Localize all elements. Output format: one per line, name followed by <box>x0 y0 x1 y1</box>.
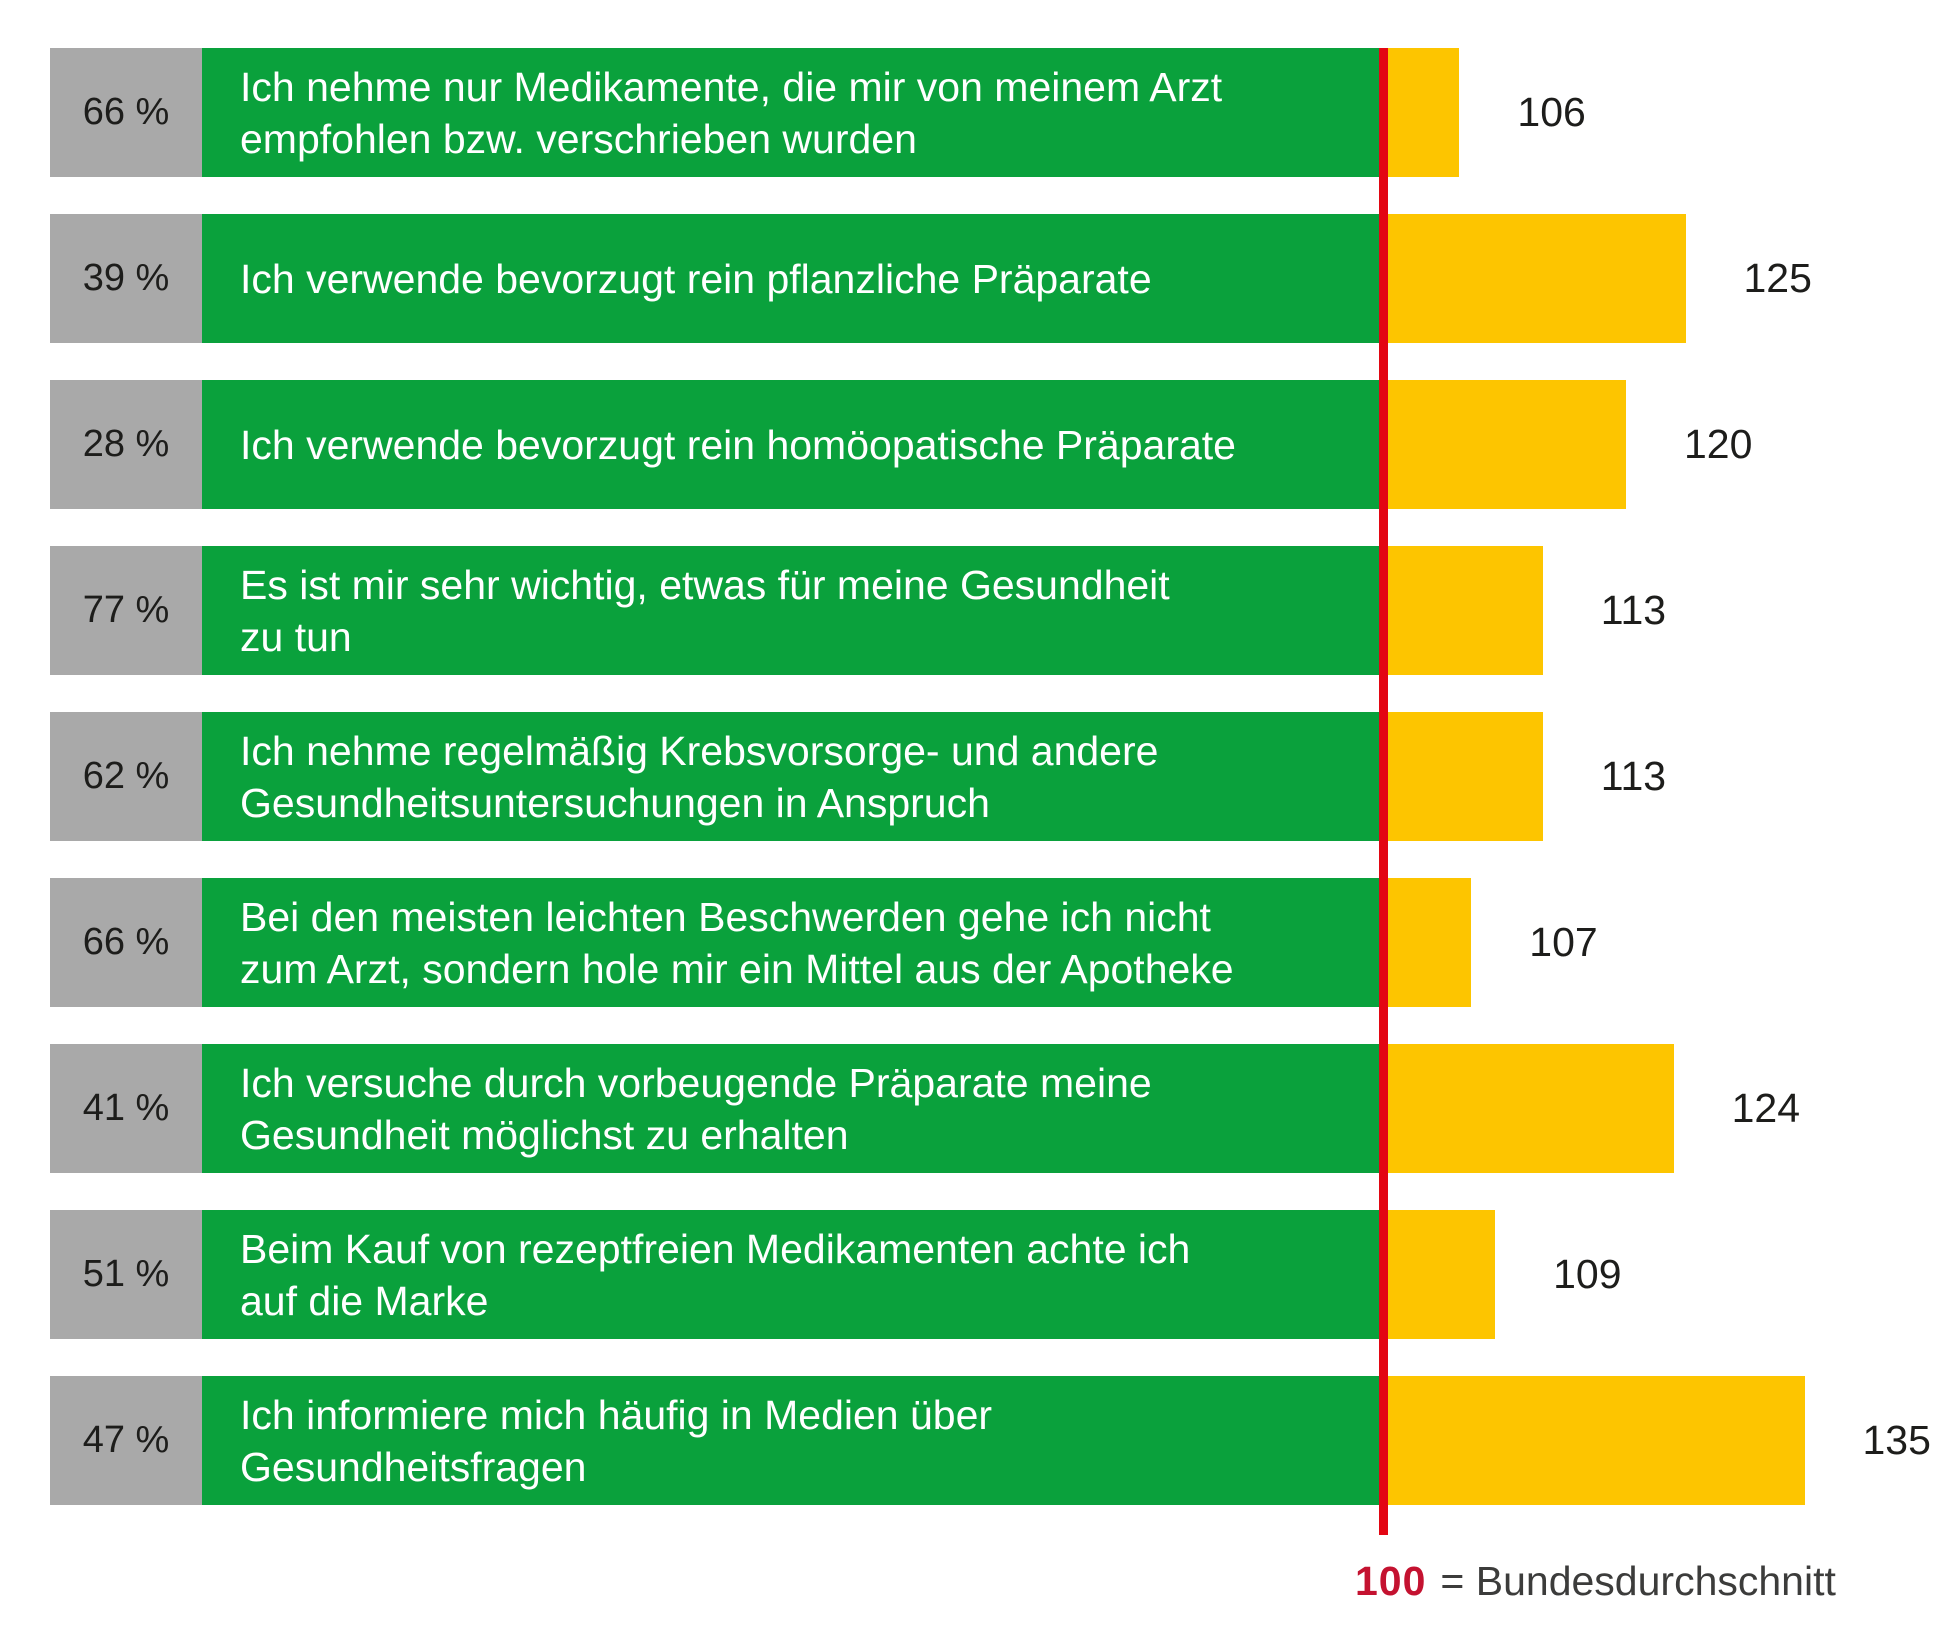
percent-box: 66 % <box>50 48 202 177</box>
statement-bar: Ich versuche durch vorbeugende Präparate… <box>202 1044 1379 1173</box>
statement-bar: Bei den meisten leichten Beschwerden geh… <box>202 878 1379 1007</box>
statement-label: Ich verwende bevorzugt rein homöopatisch… <box>240 421 1236 468</box>
percent-label: 66 % <box>82 921 170 963</box>
statement-bar: Ich nehme nur Medikamente, die mir von m… <box>202 48 1379 177</box>
chart-row: 47 % Ich informiere mich häufig in Medie… <box>0 1376 1931 1505</box>
index-value-label: 113 <box>1600 753 1667 799</box>
index-value-label: 106 <box>1517 89 1586 135</box>
index-value-label: 125 <box>1743 255 1812 301</box>
index-bar <box>1388 712 1543 841</box>
statement-label: Ich verwende bevorzugt rein pflanzliche … <box>240 255 1152 302</box>
index-value-label: 124 <box>1731 1085 1801 1131</box>
percent-label: 77 % <box>82 589 170 631</box>
percent-label: 66 % <box>82 91 170 133</box>
index-bar <box>1388 380 1626 509</box>
percent-box: 51 % <box>50 1210 202 1339</box>
chart-row: 66 % Ich nehme nur Medikamente, die mir … <box>0 48 1931 177</box>
percent-box: 47 % <box>50 1376 202 1505</box>
index-value-label: 107 <box>1529 919 1598 965</box>
statement-bar: Es ist mir sehr wichtig, etwas für meine… <box>202 546 1379 675</box>
chart-row: 77 % Es ist mir sehr wichtig, etwas für … <box>0 546 1931 675</box>
index-value-label: 135 <box>1862 1417 1931 1463</box>
statement-label: Ich versuche durch vorbeugende Präparate… <box>240 1059 1152 1158</box>
statement-label: Ich nehme regelmäßig Krebsvorsorge- und … <box>240 727 1159 826</box>
statement-bar: Ich verwende bevorzugt rein homöopatisch… <box>202 380 1379 509</box>
percent-box: 41 % <box>50 1044 202 1173</box>
percent-label: 51 % <box>82 1253 170 1295</box>
index-value-label: 113 <box>1600 587 1667 633</box>
percent-label: 62 % <box>82 755 170 797</box>
percent-label: 47 % <box>82 1419 170 1461</box>
percent-box: 62 % <box>50 712 202 841</box>
chart-row: 66 % Bei den meisten leichten Beschwerde… <box>0 878 1931 1007</box>
index-bar <box>1388 878 1472 1007</box>
index-bar <box>1388 214 1686 343</box>
legend: 100 = Bundesdurchschnitt <box>1355 1558 1836 1605</box>
index-value-label: 120 <box>1684 421 1753 467</box>
percent-box: 28 % <box>50 380 202 509</box>
index-value-label: 109 <box>1553 1251 1622 1297</box>
statement-bar: Ich nehme regelmäßig Krebsvorsorge- und … <box>202 712 1379 841</box>
index-bar <box>1388 546 1543 675</box>
chart-row: 28 % Ich verwende bevorzugt rein homöopa… <box>0 380 1931 509</box>
percent-box: 66 % <box>50 878 202 1007</box>
statement-bar: Ich verwende bevorzugt rein pflanzliche … <box>202 214 1379 343</box>
statement-label: Ich nehme nur Medikamente, die mir von m… <box>240 63 1223 162</box>
legend-reference-label: = Bundesdurchschnitt <box>1440 1558 1836 1604</box>
index-bar <box>1388 48 1460 177</box>
statement-bar: Beim Kauf von rezeptfreien Medikamenten … <box>202 1210 1379 1339</box>
chart-row: 62 % Ich nehme regelmäßig Krebsvorsorge-… <box>0 712 1931 841</box>
percent-box: 39 % <box>50 214 202 343</box>
index-bar <box>1388 1210 1496 1339</box>
percent-box: 77 % <box>50 546 202 675</box>
statement-label: Es ist mir sehr wichtig, etwas für meine… <box>240 561 1170 660</box>
chart-rows: 66 % Ich nehme nur Medikamente, die mir … <box>0 48 1931 1505</box>
chart-row: 39 % Ich verwende bevorzugt rein pflanzl… <box>0 214 1931 343</box>
statement-label: Bei den meisten leichten Beschwerden geh… <box>240 893 1234 992</box>
statement-label: Beim Kauf von rezeptfreien Medikamenten … <box>240 1225 1191 1324</box>
average-reference-line <box>1379 48 1388 1535</box>
statement-bar: Ich informiere mich häufig in Medien übe… <box>202 1376 1379 1505</box>
chart-row: 51 % Beim Kauf von rezeptfreien Medikame… <box>0 1210 1931 1339</box>
percent-label: 28 % <box>82 423 170 465</box>
statement-label: Ich informiere mich häufig in Medien übe… <box>240 1391 993 1490</box>
index-bar <box>1388 1044 1674 1173</box>
index-bar <box>1388 1376 1805 1505</box>
percent-label: 39 % <box>82 257 170 299</box>
legend-reference-value: 100 <box>1355 1558 1427 1604</box>
chart-row: 41 % Ich versuche durch vorbeugende Präp… <box>0 1044 1931 1173</box>
percent-label: 41 % <box>82 1087 170 1129</box>
